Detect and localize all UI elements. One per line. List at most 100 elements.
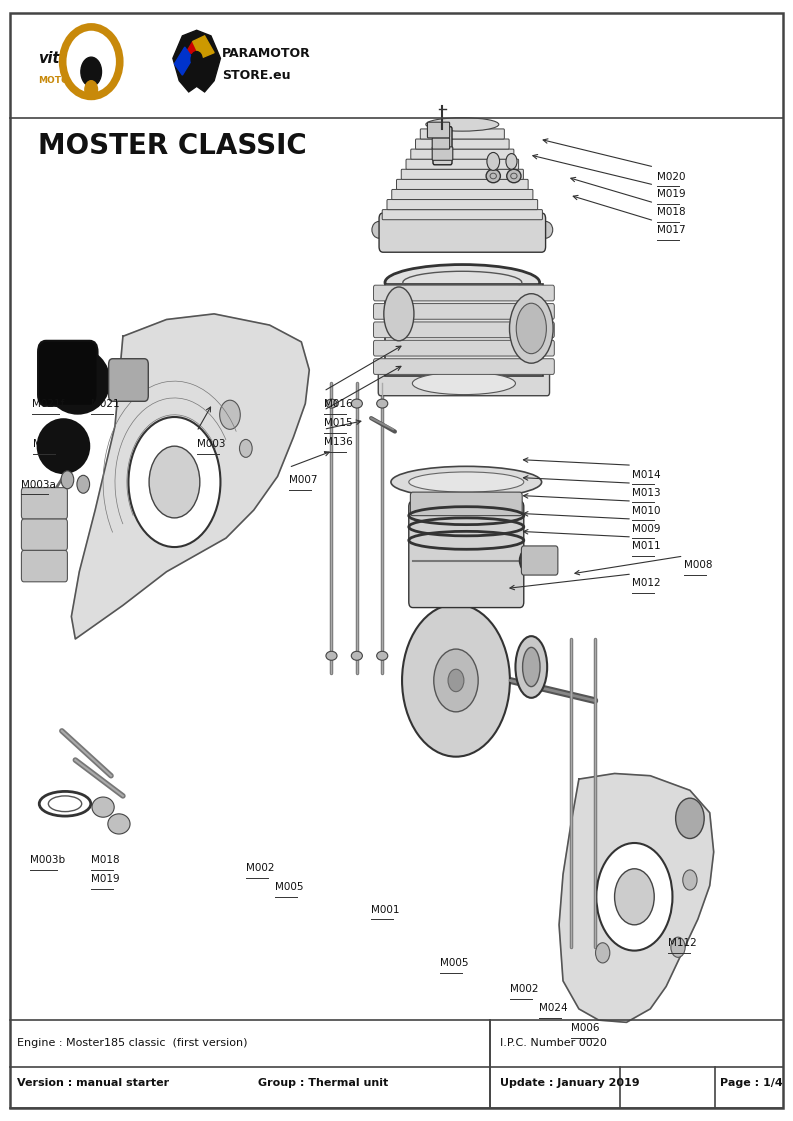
FancyBboxPatch shape	[521, 546, 558, 575]
Text: M015: M015	[324, 418, 352, 428]
Text: Page : 1/4: Page : 1/4	[720, 1078, 783, 1087]
Text: M013: M013	[632, 488, 661, 498]
Circle shape	[520, 549, 535, 572]
Circle shape	[191, 52, 202, 67]
Circle shape	[671, 937, 685, 957]
FancyBboxPatch shape	[374, 322, 554, 337]
Circle shape	[220, 400, 240, 429]
Text: M017: M017	[657, 225, 685, 235]
Circle shape	[434, 649, 478, 712]
Text: M112: M112	[668, 938, 696, 948]
Text: Group : Thermal unit: Group : Thermal unit	[258, 1078, 388, 1087]
Text: M004: M004	[33, 439, 62, 450]
FancyBboxPatch shape	[21, 488, 67, 519]
FancyBboxPatch shape	[382, 210, 542, 220]
Text: Engine : Moster185 classic  (first version): Engine : Moster185 classic (first versio…	[17, 1038, 248, 1047]
Ellipse shape	[384, 287, 414, 341]
Ellipse shape	[486, 169, 500, 183]
Ellipse shape	[509, 294, 553, 363]
Ellipse shape	[515, 636, 547, 697]
Circle shape	[402, 604, 510, 757]
Text: M011: M011	[632, 541, 661, 552]
Polygon shape	[174, 47, 193, 75]
Text: PARAMOTOR: PARAMOTOR	[222, 47, 311, 61]
Polygon shape	[193, 36, 214, 58]
Text: M012: M012	[632, 578, 661, 589]
Circle shape	[487, 152, 500, 170]
Circle shape	[77, 475, 90, 493]
Text: MOTORS: MOTORS	[38, 76, 82, 85]
FancyBboxPatch shape	[427, 122, 450, 138]
Text: STORE.eu: STORE.eu	[222, 68, 290, 82]
Text: M001: M001	[371, 905, 400, 915]
Polygon shape	[181, 41, 203, 62]
Ellipse shape	[377, 651, 388, 660]
Text: M136: M136	[324, 437, 352, 447]
Ellipse shape	[507, 169, 521, 183]
Ellipse shape	[351, 651, 362, 660]
Ellipse shape	[38, 419, 89, 473]
FancyBboxPatch shape	[21, 519, 67, 550]
Circle shape	[85, 81, 98, 99]
FancyBboxPatch shape	[374, 359, 554, 374]
Circle shape	[506, 154, 517, 169]
Ellipse shape	[326, 399, 337, 408]
Ellipse shape	[385, 265, 539, 300]
Text: M018: M018	[91, 855, 120, 865]
Text: M019: M019	[657, 189, 685, 200]
Text: M014: M014	[632, 470, 661, 480]
Text: M002: M002	[246, 863, 274, 873]
Circle shape	[61, 471, 74, 489]
Ellipse shape	[426, 118, 499, 131]
Ellipse shape	[391, 466, 542, 498]
Text: M005: M005	[440, 958, 469, 969]
Text: M008: M008	[684, 560, 712, 571]
Text: I.P.C. Number 0020: I.P.C. Number 0020	[500, 1038, 607, 1047]
Polygon shape	[71, 314, 309, 639]
Ellipse shape	[46, 349, 109, 414]
Text: M010: M010	[632, 506, 661, 516]
Text: M019: M019	[91, 874, 120, 884]
Circle shape	[81, 57, 102, 86]
Text: vittorazi: vittorazi	[38, 50, 107, 66]
FancyBboxPatch shape	[401, 169, 523, 179]
Ellipse shape	[409, 472, 523, 492]
FancyBboxPatch shape	[432, 138, 450, 149]
Circle shape	[596, 943, 610, 963]
Ellipse shape	[372, 221, 386, 239]
FancyBboxPatch shape	[396, 179, 528, 189]
Text: MOSTER CLASSIC: MOSTER CLASSIC	[38, 132, 307, 160]
Text: M018: M018	[657, 207, 685, 217]
Ellipse shape	[377, 399, 388, 408]
Text: Version : manual starter: Version : manual starter	[17, 1078, 170, 1087]
FancyBboxPatch shape	[416, 139, 509, 149]
FancyBboxPatch shape	[374, 341, 554, 356]
Circle shape	[239, 439, 252, 457]
Text: M020: M020	[657, 172, 685, 182]
FancyBboxPatch shape	[38, 341, 98, 406]
FancyBboxPatch shape	[409, 501, 523, 608]
FancyBboxPatch shape	[378, 371, 550, 396]
Text: Update : January 2019: Update : January 2019	[500, 1078, 639, 1087]
FancyBboxPatch shape	[379, 213, 546, 252]
Text: M021: M021	[91, 399, 120, 409]
FancyBboxPatch shape	[387, 200, 538, 210]
Circle shape	[448, 669, 464, 692]
FancyBboxPatch shape	[374, 285, 554, 300]
FancyBboxPatch shape	[406, 159, 519, 169]
Ellipse shape	[523, 647, 540, 686]
Text: M007: M007	[289, 475, 317, 485]
FancyBboxPatch shape	[385, 284, 543, 376]
FancyBboxPatch shape	[109, 359, 148, 401]
Ellipse shape	[516, 303, 546, 353]
FancyBboxPatch shape	[21, 550, 67, 582]
Text: M003a: M003a	[21, 480, 56, 490]
FancyBboxPatch shape	[432, 147, 453, 160]
Circle shape	[149, 446, 200, 518]
Ellipse shape	[538, 221, 553, 239]
FancyBboxPatch shape	[411, 492, 522, 516]
Text: M016: M016	[324, 399, 352, 409]
Text: M024: M024	[539, 1003, 568, 1013]
Ellipse shape	[412, 372, 515, 395]
FancyBboxPatch shape	[433, 127, 452, 165]
